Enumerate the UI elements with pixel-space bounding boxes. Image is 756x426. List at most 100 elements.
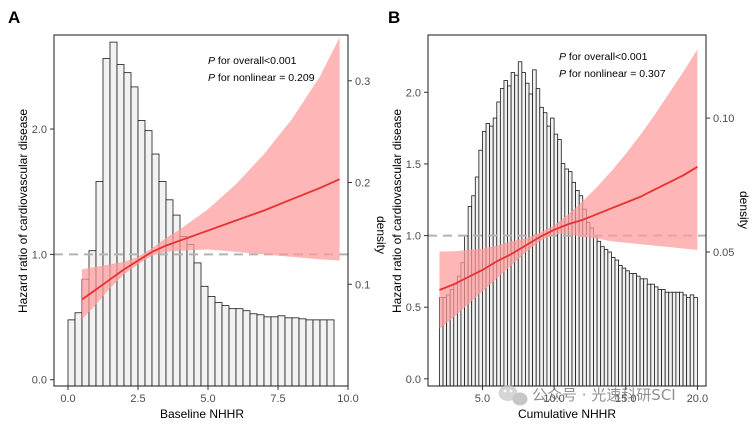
- y-tick-label-a: 1.0: [32, 249, 47, 261]
- y-tick-label-b: 0.0: [406, 374, 421, 386]
- y-tick-label-b: 0.5: [406, 302, 421, 314]
- histogram-bar-b: [510, 72, 516, 387]
- histogram-bar-a: [67, 319, 76, 387]
- plot-b: 5.0 10.0 15.0 20.0 0.0 0.5 1.0 1.5 2.0 0.05 0.10: [406, 34, 734, 405]
- histogram-bar-b: [564, 168, 569, 387]
- plot-border-a: [53, 34, 349, 387]
- histogram-bar-b: [614, 259, 619, 387]
- histogram-bar-a: [284, 317, 293, 387]
- histogram-bar-a: [130, 86, 139, 387]
- y-axis-title-a: Hazard ratio of cardiovascular disease: [16, 109, 30, 313]
- histogram-bar-a: [158, 181, 167, 387]
- histogram-bar-b: [607, 251, 612, 387]
- annotation-b-overall-p: P: [559, 51, 566, 63]
- histogram-bar-b: [600, 246, 605, 387]
- histogram-bar-a: [228, 308, 237, 387]
- histogram-bar-b: [625, 270, 630, 387]
- hazard-ratio-line-a: [81, 178, 340, 301]
- histogram-bar-b: [593, 235, 598, 387]
- histogram-bar-b: [521, 72, 526, 387]
- panel-letter-a: A: [8, 8, 20, 27]
- x-tick-label-b: 5.0: [475, 393, 490, 405]
- histogram-bar-b: [532, 69, 537, 387]
- annotation-a-overall-p: P: [208, 55, 215, 67]
- histogram-bar-a: [116, 64, 125, 387]
- panel-letter-b: B: [388, 8, 400, 27]
- histogram-bar-a: [312, 319, 321, 387]
- histogram-bar-a: [249, 313, 258, 387]
- x-axis-title-a: Baseline NHHR: [160, 407, 244, 421]
- histogram-bar-a: [242, 310, 251, 387]
- histogram-bar-b: [682, 294, 688, 387]
- histogram-bar-b: [636, 275, 641, 387]
- histogram-bar-a: [193, 262, 202, 387]
- histogram-bar-a: [319, 319, 328, 387]
- y2-axis-title-b: density: [737, 191, 751, 229]
- watermark: 公众号 · 光速科研SCI: [498, 385, 676, 406]
- histogram-bar-a: [151, 153, 160, 387]
- histogram-bar-a: [165, 199, 174, 387]
- confidence-band-a: [82, 37, 340, 320]
- y-tick-label-b: 1.0: [406, 231, 421, 243]
- histogram-bar-b: [603, 248, 609, 387]
- confidence-band-b: [439, 49, 698, 329]
- histogram-bar-b: [632, 273, 637, 387]
- annotation-a-overall: P for overall<0.001: [208, 55, 297, 67]
- x-tick-label-a: 2.5: [130, 393, 145, 405]
- x-tick-label-a: 5.0: [200, 393, 215, 405]
- histogram-bar-b: [596, 240, 602, 387]
- histogram-bar-b: [585, 222, 591, 387]
- histogram-bar-b: [654, 286, 659, 387]
- histogram-bar-b: [657, 289, 662, 387]
- annotation-b-nonlinear-p: P: [559, 68, 566, 80]
- histogram-bar-a: [326, 319, 335, 387]
- histogram-bar-a: [298, 318, 307, 387]
- x-tick-label-b: 20.0: [687, 393, 708, 405]
- y2-tick-label-a: 0.1: [355, 279, 370, 291]
- annotation-a-nonlinear-p: P: [208, 72, 215, 84]
- histogram-bar-a: [235, 308, 244, 387]
- x-tick-label-a: 7.5: [270, 393, 285, 405]
- histogram-bar-b: [639, 278, 645, 387]
- panel-a: A 0.0 2.5 5.0 7.5 10.0 0.0 1.0 2.0 0.1 0.2 0.3 P f…: [8, 8, 388, 421]
- histogram-bar-b: [499, 88, 505, 387]
- hazard-ratio-line-b: [439, 166, 698, 291]
- histogram-bar-b: [546, 125, 551, 387]
- y2-axis-title-a: density: [374, 216, 388, 254]
- x-tick-label-a: 10.0: [337, 393, 358, 405]
- x-tick-label-b: 10.0: [543, 393, 564, 405]
- histogram-bar-b: [621, 267, 627, 387]
- histogram-bar-b: [589, 227, 594, 387]
- histogram-bar-b: [560, 163, 566, 387]
- histogram-bar-a: [123, 72, 132, 387]
- histogram-bar-b: [557, 139, 562, 387]
- histogram-bar-b: [693, 297, 698, 387]
- watermark-text: 公众号 · 光速科研SCI: [532, 386, 676, 404]
- histogram-bar-a: [102, 58, 111, 387]
- annotation-a-nonlinear-text: for nonlinear = 0.209: [215, 72, 315, 84]
- wechat-logo-bubble-large: [498, 385, 518, 401]
- annotation-a-nonlinear: P for nonlinear = 0.209: [208, 72, 315, 84]
- y-axis-title-b: Hazard ratio of cardiovascular disease: [390, 109, 404, 313]
- histogram-bar-b: [539, 106, 544, 387]
- histogram-bar-b: [671, 291, 677, 387]
- x-tick-label-b: 15.0: [615, 393, 636, 405]
- histogram-bar-b: [650, 283, 655, 387]
- histogram-bar-b: [542, 112, 548, 387]
- histogram-bar-b: [503, 80, 508, 387]
- histogram-bar-b: [628, 273, 634, 387]
- histogram-a: [67, 41, 335, 387]
- histogram-bar-b: [618, 265, 623, 387]
- histogram-bar-b: [679, 291, 684, 387]
- wechat-logo-eye-2: [509, 389, 513, 393]
- x-tick-label-a: 0.0: [60, 393, 75, 405]
- y2-tick-label-b: 0.10: [713, 113, 734, 125]
- histogram-bar-a: [305, 319, 314, 387]
- annotation-b-nonlinear-text: for nonlinear = 0.307: [566, 68, 666, 80]
- plot-border-b: [427, 34, 707, 387]
- histogram-bar-a: [221, 305, 230, 387]
- plot-a: 0.0 2.5 5.0 7.5 10.0 0.0 1.0 2.0 0.1 0.2 0.3: [32, 34, 370, 405]
- histogram-bar-a: [74, 312, 83, 387]
- histogram-bar-b: [646, 283, 652, 387]
